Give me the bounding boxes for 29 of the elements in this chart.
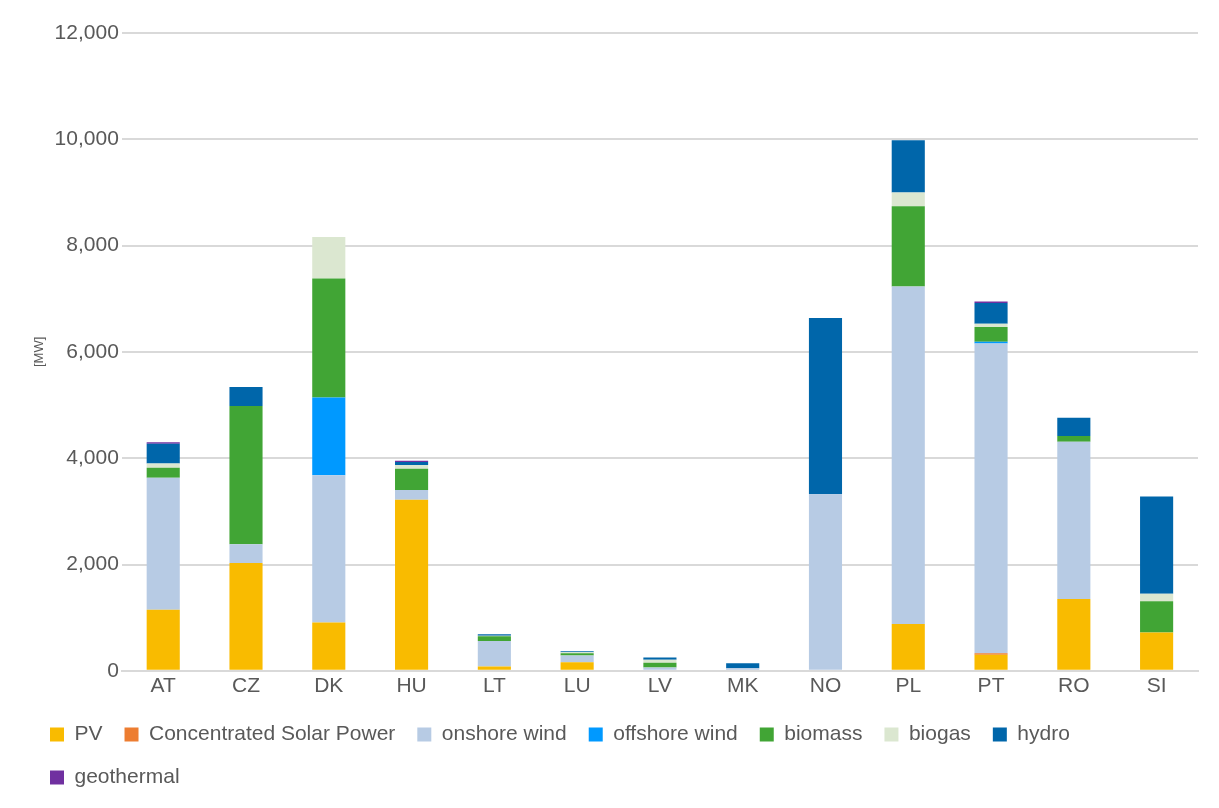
x-tick-label: PL xyxy=(895,673,922,697)
x-tick-label: NO xyxy=(809,673,842,697)
y-tick-label: 4,000 xyxy=(66,445,119,468)
x-tick-label: MK xyxy=(726,673,759,697)
x-tick-label: LV xyxy=(647,673,672,697)
y-tick-label: 8,000 xyxy=(66,232,119,256)
x-tick-label: LT xyxy=(482,673,506,697)
y-tick-label: 10,000 xyxy=(54,126,119,150)
legend-label: biogas xyxy=(908,721,971,745)
y-tick-label: 6,000 xyxy=(66,338,119,362)
x-tick-label: PT xyxy=(977,673,1005,697)
legend-label: biomass xyxy=(784,721,863,745)
x-tick-label: AT xyxy=(150,673,177,697)
x-tick-label: RO xyxy=(1058,673,1090,697)
x-tick-label: SI xyxy=(1146,673,1167,697)
legend-label: Concentrated Solar Power xyxy=(149,721,396,745)
legend-label: onshore wind xyxy=(441,721,567,745)
x-tick-label: HU xyxy=(396,673,427,697)
x-tick-label: LU xyxy=(563,673,591,697)
x-tick-label: CZ xyxy=(232,673,261,697)
legend-label: PV xyxy=(74,721,103,745)
y-tick-label: 0 xyxy=(107,657,119,681)
legend-label: geothermal xyxy=(74,764,180,788)
y-tick-label: 12,000 xyxy=(54,19,119,43)
y-axis-title: [MW] xyxy=(31,336,47,368)
legend-label: hydro xyxy=(1017,721,1070,745)
y-tick-label: 2,000 xyxy=(66,551,119,575)
x-tick-label: DK xyxy=(314,673,344,697)
legend-label: offshore wind xyxy=(613,721,738,745)
